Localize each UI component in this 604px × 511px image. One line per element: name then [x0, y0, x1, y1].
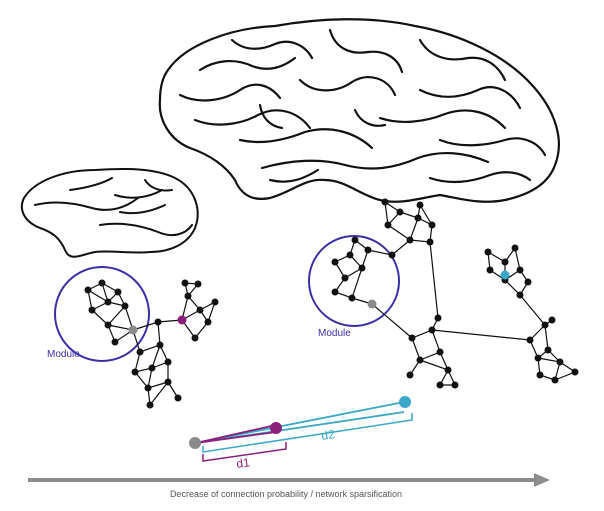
module-circle-left	[54, 266, 150, 362]
d2-label: d2	[320, 427, 336, 443]
purple-target-node	[270, 422, 282, 434]
cyan-target-node	[399, 396, 411, 408]
distance-illustration: d1 d2	[189, 396, 413, 471]
left-network-nodes	[84, 279, 219, 409]
monkey-brain-icon	[20, 167, 199, 258]
sparsification-arrow	[28, 473, 550, 487]
human-brain-icon	[158, 18, 560, 203]
grey-hub-node-right	[367, 299, 377, 309]
grey-hub-node-left	[128, 325, 138, 335]
grey-source-node	[189, 437, 201, 449]
module-label-right: Module	[318, 328, 351, 339]
cyan-hub-node-right	[500, 270, 510, 280]
module-circle-right	[308, 235, 400, 327]
right-network-nodes	[331, 198, 579, 389]
axis-caption: Decrease of connection probability / net…	[170, 489, 402, 499]
d2-bracket	[202, 413, 413, 453]
purple-hub-node-left	[177, 315, 187, 325]
d1-bracket	[202, 442, 287, 462]
d1-label: d1	[235, 455, 250, 471]
module-label-left: Module	[47, 349, 80, 360]
